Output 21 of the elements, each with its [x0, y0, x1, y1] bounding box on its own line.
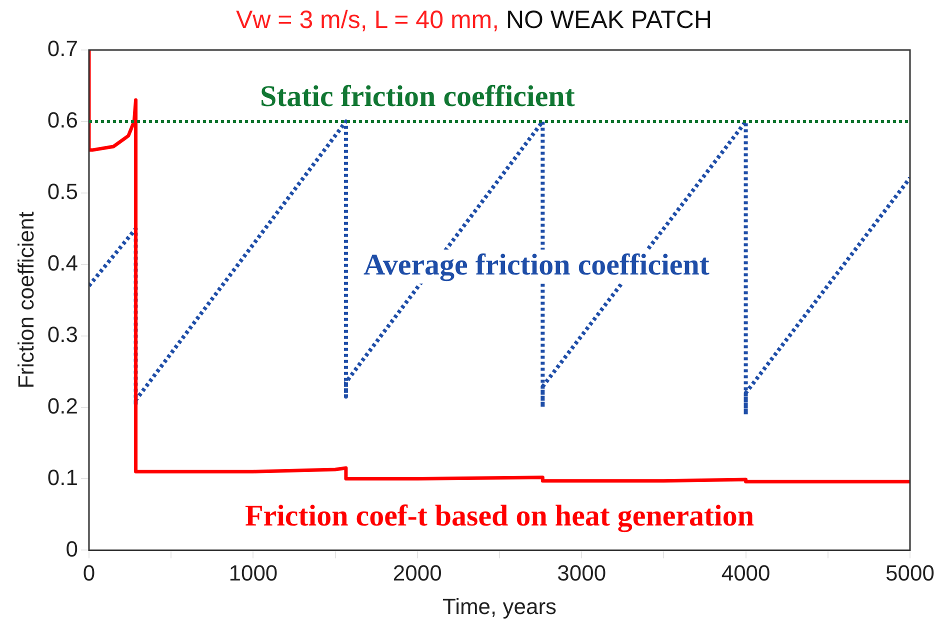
x-axis-title: Time, years	[442, 594, 557, 619]
y-tick-label: 0.7	[47, 36, 78, 62]
ref-line-label: Static friction coefficient	[260, 80, 575, 114]
y-axis-title: Friction coefficient	[13, 212, 38, 389]
x-tick-label: 2000	[392, 560, 442, 586]
x-tick-label: 4000	[721, 560, 770, 586]
y-tick-label: 0.2	[47, 393, 78, 418]
chart-title: Vw = 3 m/s, L = 40 mm, NO WEAK PATCH	[236, 6, 712, 34]
x-tick-label: 1000	[228, 560, 278, 586]
y-tick-label: 0.3	[47, 322, 78, 347]
x-tick-label: 3000	[557, 560, 606, 586]
y-tick-label: 0	[66, 536, 78, 562]
series-label: Friction coef-t based on heat generation	[244, 499, 754, 532]
y-tick-label: 0.1	[47, 464, 78, 490]
y-tick-label: 0.4	[47, 250, 78, 276]
y-tick-label: 0.5	[47, 178, 78, 204]
y-tick-label: 0.6	[47, 108, 78, 133]
x-tick-label: 0	[82, 560, 96, 586]
x-tick-label: 5000	[886, 560, 934, 586]
series-label: Average friction coefficient	[363, 248, 710, 282]
line-series	[88, 119, 910, 416]
